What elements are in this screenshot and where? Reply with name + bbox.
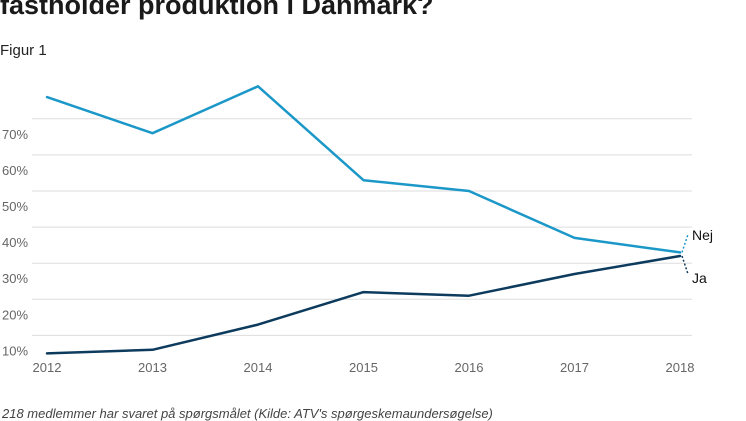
series-label-ja: Ja [692, 270, 707, 286]
gridlines [32, 118, 692, 336]
figure-label: Figur 1 [0, 42, 47, 59]
x-tick-label: 2016 [455, 360, 484, 375]
series-labels: Nej Ja [681, 227, 713, 286]
x-tick-label: 2013 [138, 360, 167, 375]
chart-title: fastholder produktion i Danmark? [0, 0, 434, 20]
series [45, 85, 682, 355]
x-axis-ticks: 2012 2013 2014 2015 2016 2017 2018 [33, 360, 695, 375]
x-tick-label: 2014 [244, 360, 273, 375]
y-tick-label: 10% [2, 343, 28, 358]
x-tick-label: 2017 [560, 360, 589, 375]
y-axis-ticks: 10% 20% 30% 40% 50% 60% 70% [2, 127, 28, 359]
series-line-nej [45, 85, 682, 254]
y-tick-label: 40% [2, 235, 28, 250]
x-tick-label: 2015 [349, 360, 378, 375]
y-tick-label: 30% [2, 271, 28, 286]
series-line-ja [45, 254, 682, 355]
y-tick-label: 50% [2, 199, 28, 214]
x-tick-label: 2012 [33, 360, 62, 375]
y-tick-label: 70% [2, 127, 28, 142]
y-tick-label: 20% [2, 307, 28, 322]
y-tick-label: 60% [2, 163, 28, 178]
source-note: 218 medlemmer har svaret på spørgsmålet … [2, 406, 493, 421]
label-leader-nej [681, 234, 689, 253]
label-leader-ja [681, 255, 689, 275]
series-label-nej: Nej [692, 227, 713, 243]
x-tick-label: 2018 [666, 360, 695, 375]
